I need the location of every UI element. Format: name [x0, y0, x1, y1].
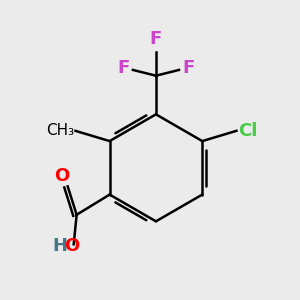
Text: O: O: [64, 237, 80, 255]
Text: F: F: [150, 30, 162, 48]
Text: F: F: [117, 58, 129, 76]
Text: O: O: [54, 167, 69, 185]
Text: F: F: [182, 58, 195, 76]
Text: CH₃: CH₃: [46, 123, 74, 138]
Text: Cl: Cl: [238, 122, 258, 140]
Text: H: H: [52, 237, 67, 255]
